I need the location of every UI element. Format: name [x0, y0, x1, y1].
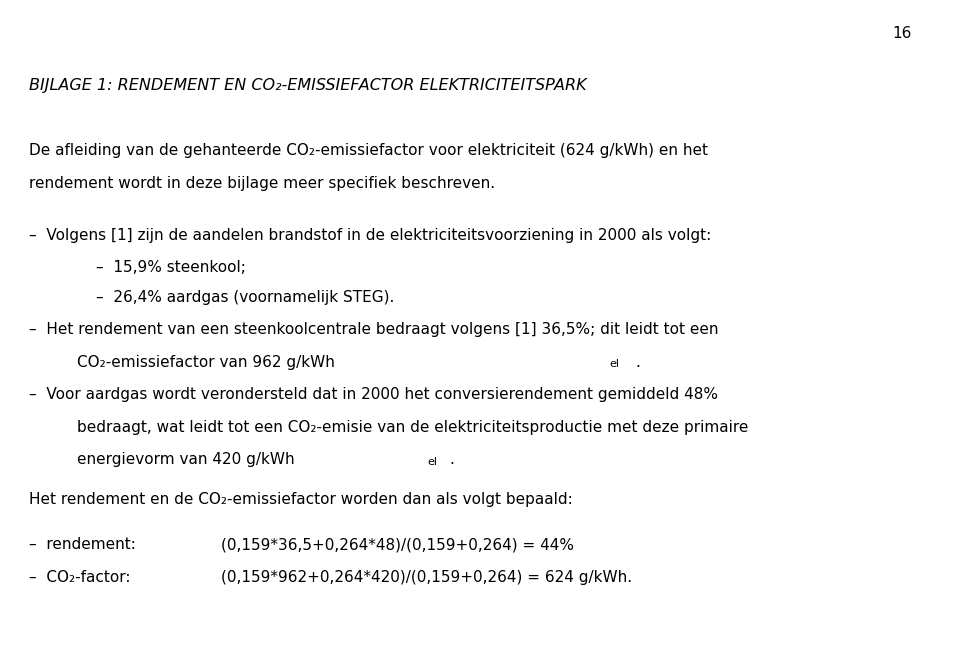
- Text: –  Voor aardgas wordt verondersteld dat in 2000 het conversierendement gemiddeld: – Voor aardgas wordt verondersteld dat i…: [29, 387, 718, 402]
- Text: (0,159*36,5+0,264*48)/(0,159+0,264) = 44%: (0,159*36,5+0,264*48)/(0,159+0,264) = 44…: [221, 537, 574, 552]
- Text: .: .: [636, 355, 640, 370]
- Text: el: el: [610, 359, 619, 369]
- Text: –  26,4% aardgas (voornamelijk STEG).: – 26,4% aardgas (voornamelijk STEG).: [96, 290, 395, 305]
- Text: .: .: [449, 452, 454, 467]
- Text: el: el: [427, 457, 437, 467]
- Text: De afleiding van de gehanteerde CO₂-emissiefactor voor elektriciteit (624 g/kWh): De afleiding van de gehanteerde CO₂-emis…: [29, 143, 708, 158]
- Text: energievorm van 420 g/kWh: energievorm van 420 g/kWh: [77, 452, 295, 467]
- Text: –  Het rendement van een steenkoolcentrale bedraagt volgens [1] 36,5%; dit leidt: – Het rendement van een steenkoolcentral…: [29, 322, 718, 337]
- Text: (0,159*962+0,264*420)/(0,159+0,264) = 624 g/kWh.: (0,159*962+0,264*420)/(0,159+0,264) = 62…: [221, 570, 632, 585]
- Text: –  rendement:: – rendement:: [29, 537, 135, 552]
- Text: BIJLAGE 1: RENDEMENT EN CO₂-EMISSIEFACTOR ELEKTRICITEITSPARK: BIJLAGE 1: RENDEMENT EN CO₂-EMISSIEFACTO…: [29, 78, 587, 93]
- Text: –  15,9% steenkool;: – 15,9% steenkool;: [96, 260, 246, 275]
- Text: –  Volgens [1] zijn de aandelen brandstof in de elektriciteitsvoorziening in 200: – Volgens [1] zijn de aandelen brandstof…: [29, 228, 711, 243]
- Text: –  CO₂-factor:: – CO₂-factor:: [29, 570, 131, 585]
- Text: bedraagt, wat leidt tot een CO₂-emisie van de elektriciteitsproductie met deze p: bedraagt, wat leidt tot een CO₂-emisie v…: [77, 420, 748, 435]
- Text: CO₂-emissiefactor van 962 g/kWh: CO₂-emissiefactor van 962 g/kWh: [77, 355, 335, 370]
- Text: 16: 16: [893, 26, 912, 41]
- Text: Het rendement en de CO₂-emissiefactor worden dan als volgt bepaald:: Het rendement en de CO₂-emissiefactor wo…: [29, 492, 572, 506]
- Text: rendement wordt in deze bijlage meer specifiek beschreven.: rendement wordt in deze bijlage meer spe…: [29, 176, 495, 191]
